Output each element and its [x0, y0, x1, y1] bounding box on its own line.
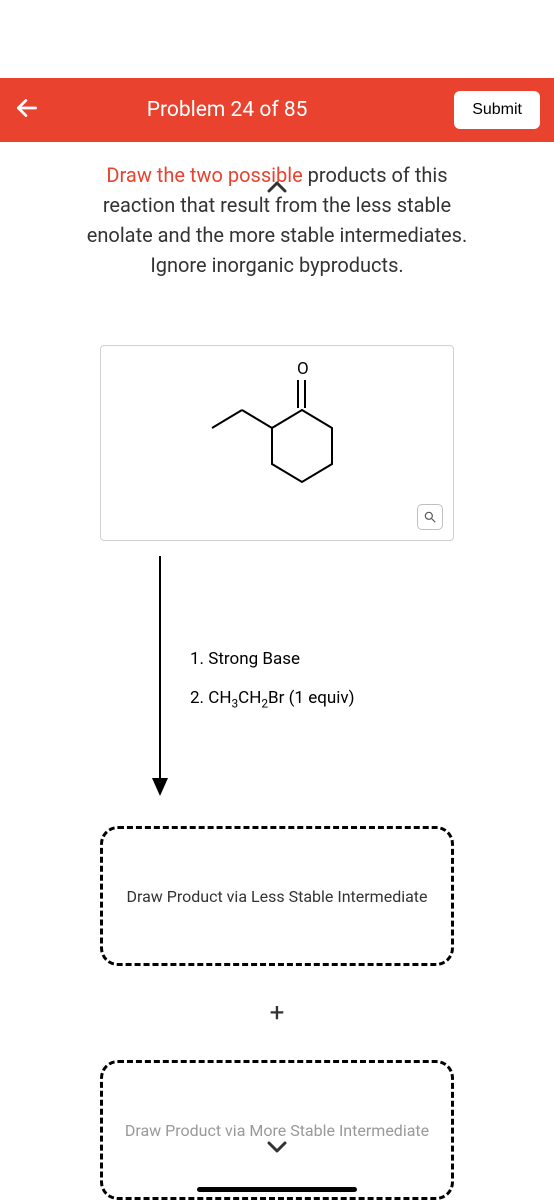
- question-text: Draw the two possible products of this r…: [20, 160, 534, 280]
- zoom-icon[interactable]: [417, 504, 443, 530]
- reaction-arrow-icon: [150, 556, 170, 800]
- reagent-list: 1. Strong Base 2. CH3CH2Br (1 equiv): [190, 640, 355, 718]
- question-part: products of this: [303, 163, 448, 187]
- question-highlight: Draw the two possible: [106, 163, 302, 187]
- chevron-down-icon[interactable]: [267, 1134, 287, 1159]
- question-part: Ignore inorganic byproducts.: [150, 253, 403, 277]
- home-indicator: [197, 1187, 357, 1192]
- reagent-step-2: 2. CH3CH2Br (1 equiv): [190, 679, 355, 718]
- question-part: enolate and the more stable intermediate…: [87, 223, 467, 247]
- problem-title: Problem 24 of 85: [0, 98, 454, 122]
- less-stable-product-box[interactable]: Draw Product via Less Stable Intermediat…: [100, 826, 454, 966]
- less-stable-label: Draw Product via Less Stable Intermediat…: [126, 887, 427, 906]
- submit-button[interactable]: Submit: [454, 91, 540, 129]
- molecule-svg: O: [192, 356, 362, 530]
- oxygen-label: O: [297, 359, 309, 379]
- question-part: reaction that result from the less stabl…: [103, 193, 451, 217]
- reagent-step-1: 1. Strong Base: [190, 640, 355, 679]
- more-stable-product-box[interactable]: Draw Product via More Stable Intermediat…: [100, 1060, 454, 1200]
- molecule-display[interactable]: O: [100, 345, 454, 541]
- plus-separator: +: [270, 998, 285, 1028]
- app-header: Problem 24 of 85 Submit: [0, 78, 554, 142]
